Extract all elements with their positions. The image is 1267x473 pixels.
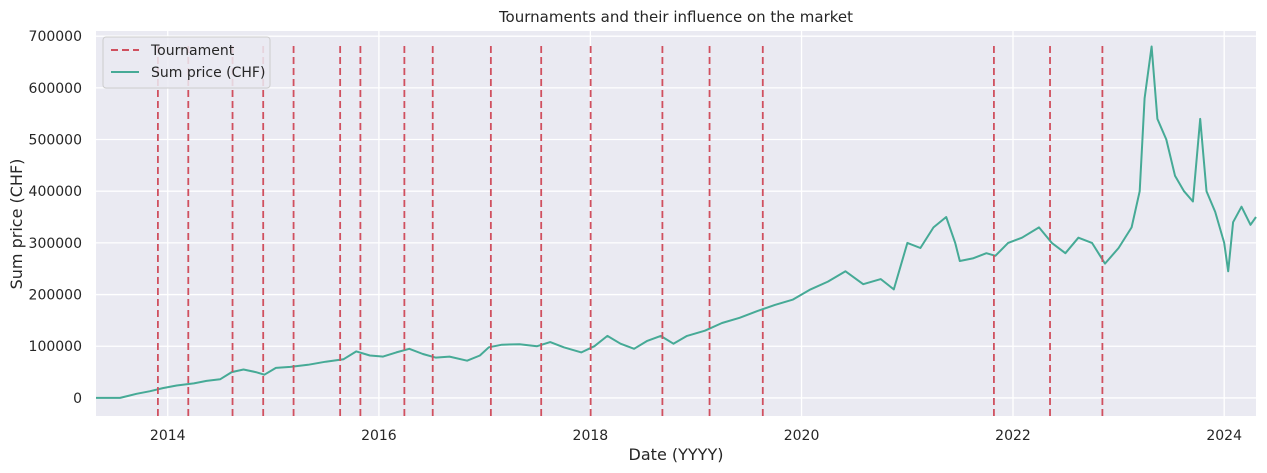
legend-box (102, 36, 271, 89)
y-tick-label: 700000 (29, 29, 82, 45)
y-tick-label: 100000 (29, 339, 82, 355)
series-line-sum-price (96, 45, 1257, 399)
y-tick-label: 400000 (29, 184, 82, 200)
x-tick-label: 2020 (784, 428, 820, 444)
x-axis-label: Date (YYYY) (629, 445, 724, 464)
tournament-markers (157, 43, 1104, 416)
y-tick-label: 600000 (29, 81, 82, 97)
y-axis-label: Sum price (CHF) (7, 159, 26, 290)
legend-label: Sum price (CHF) (151, 65, 265, 81)
legend-label: Tournament (150, 43, 235, 59)
x-tick-label: 2022 (995, 428, 1031, 444)
y-tick-label: 0 (73, 391, 82, 407)
y-tick-label: 300000 (29, 236, 82, 252)
x-tick-label: 2014 (150, 428, 186, 444)
y-tick-label: 200000 (29, 288, 82, 304)
data-series (96, 45, 1257, 399)
x-tick-label: 2018 (573, 428, 609, 444)
chart-title: Tournaments and their influence on the m… (498, 8, 853, 26)
plot-area (96, 31, 1256, 416)
y-tick-label: 500000 (29, 133, 82, 149)
legend: Tournament Sum price (CHF) (102, 36, 271, 89)
x-tick-label: 2024 (1206, 428, 1242, 444)
x-tick-label: 2016 (361, 428, 397, 444)
tick-labels: 0 100000 200000 300000 400000 500000 600000 700… (29, 29, 1243, 444)
